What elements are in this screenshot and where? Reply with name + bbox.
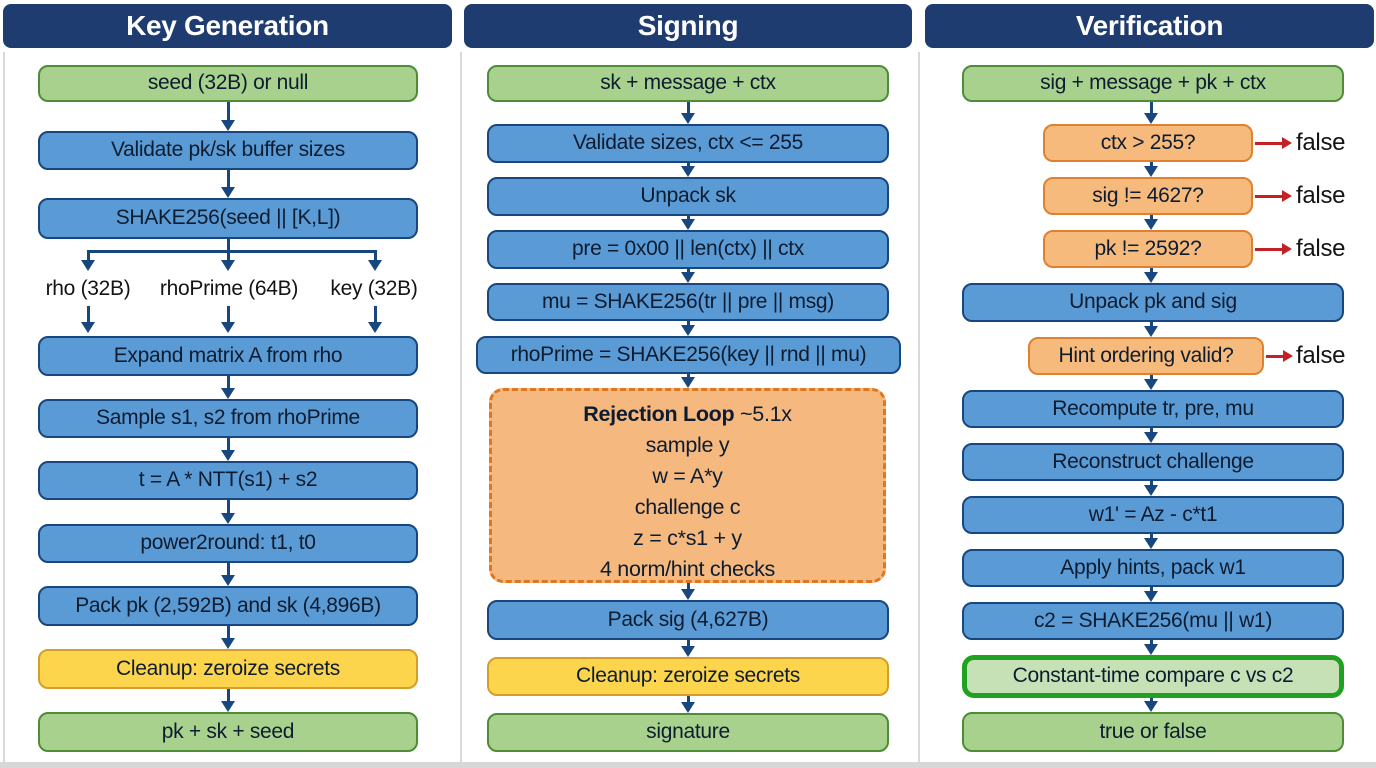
flow-arrow	[1149, 640, 1153, 645]
flow-arrow	[226, 102, 230, 121]
verification-step-w1: w1' = Az - c*t1	[962, 496, 1344, 534]
verification-step-apply-hints: Apply hints, pack w1	[962, 549, 1344, 587]
flow-arrow	[686, 374, 690, 378]
fan-arrow-rhoprime-down	[226, 306, 230, 323]
column-header-key-generation: Key Generation	[3, 4, 452, 48]
flow-arrow	[1149, 481, 1153, 486]
verification-step-unpack: Unpack pk and sig	[962, 283, 1344, 322]
fan-arrow-rho-down	[86, 306, 90, 323]
keygen-input-seed: seed (32B) or null	[38, 65, 418, 102]
false-label: false	[1296, 182, 1346, 209]
flow-arrow	[226, 626, 230, 639]
fan-arrow-rho	[86, 250, 90, 261]
flow-arrow	[1149, 162, 1153, 167]
flow-arrow	[686, 583, 690, 590]
flow-arrow	[1149, 322, 1153, 327]
signing-step-mu: mu = SHAKE256(tr || pre || msg)	[487, 283, 889, 321]
fan-label-rho: rho (32B)	[45, 277, 131, 300]
rejection-loop-line: w = A*y	[652, 464, 723, 488]
false-branch-arrow	[1255, 194, 1283, 198]
flow-arrow	[1149, 534, 1153, 539]
keygen-step-pack-keys: Pack pk (2,592B) and sk (4,896B)	[38, 586, 418, 626]
bottom-strip	[0, 762, 1376, 768]
verification-check-hints: Hint ordering valid?	[1028, 337, 1264, 375]
flow-arrow	[1149, 215, 1153, 220]
flow-arrow	[686, 163, 690, 167]
rejection-loop-line: challenge c	[634, 495, 741, 519]
verification-check-ctx: ctx > 255?	[1043, 124, 1253, 162]
keygen-step-validate-buffers: Validate pk/sk buffer sizes	[38, 131, 418, 170]
signing-step-pre: pre = 0x00 || len(ctx) || ctx	[487, 230, 889, 269]
keygen-output: pk + sk + seed	[38, 712, 418, 752]
fan-arrow-rhoprime	[226, 250, 230, 261]
flow-arrow	[226, 563, 230, 576]
signing-step-validate: Validate sizes, ctx <= 255	[487, 124, 889, 163]
fan-label-key: key (32B)	[330, 277, 418, 300]
flow-arrow	[686, 696, 690, 703]
rejection-loop-line: z = c*s1 + y	[633, 526, 742, 550]
false-branch-arrow	[1255, 247, 1283, 251]
flow-arrow	[1149, 428, 1153, 433]
column-header-verification: Verification	[925, 4, 1374, 48]
keygen-step-sample-s1-s2: Sample s1, s2 from rhoPrime	[38, 399, 418, 438]
rejection-loop-title-line: Rejection Loop ~5.1x	[583, 399, 792, 430]
verification-step-recompute: Recompute tr, pre, mu	[962, 390, 1344, 428]
verification-input: sig + message + pk + ctx	[962, 65, 1344, 102]
signing-step-pack-sig: Pack sig (4,627B)	[487, 600, 889, 640]
signing-input: sk + message + ctx	[487, 65, 889, 102]
verification-step-c2: c2 = SHAKE256(mu || w1)	[962, 602, 1344, 640]
verification-step-compare: Constant-time compare c vs c2	[962, 655, 1344, 698]
verification-step-reconstruct: Reconstruct challenge	[962, 443, 1344, 481]
false-label: false	[1296, 129, 1346, 156]
fan-arrow-key-down	[373, 306, 377, 323]
false-branch-arrow	[1266, 354, 1284, 358]
rejection-loop-rate: ~5.1x	[740, 402, 792, 426]
rejection-loop-line: sample y	[645, 433, 730, 457]
flow-arrow	[1149, 587, 1153, 592]
column-separator-2	[918, 52, 920, 762]
false-label: false	[1296, 342, 1346, 369]
flow-arrow	[226, 500, 230, 514]
flow-arrow	[686, 321, 690, 326]
flow-arrow	[686, 269, 690, 273]
fan-out-crossbar	[86, 250, 377, 253]
left-edge-separator	[3, 52, 5, 762]
column-header-signing: Signing	[464, 4, 912, 48]
flow-arrow	[226, 170, 230, 188]
false-branch-arrow	[1255, 141, 1283, 145]
verification-check-sig-size: sig != 4627?	[1043, 177, 1253, 215]
rejection-loop-title: Rejection Loop	[583, 402, 741, 426]
signing-step-unpack-sk: Unpack sk	[487, 177, 889, 216]
signing-step-rhoprime: rhoPrime = SHAKE256(key || rnd || mu)	[476, 336, 901, 374]
flow-arrow	[226, 376, 230, 389]
flow-arrow	[226, 689, 230, 702]
keygen-step-shake256: SHAKE256(seed || [K,L])	[38, 198, 418, 239]
flow-arrow	[1149, 102, 1153, 114]
column-separator-1	[460, 52, 462, 762]
verification-output: true or false	[962, 712, 1344, 752]
fan-label-rhoprime: rhoPrime (64B)	[159, 277, 299, 300]
fan-out-stem	[226, 239, 230, 252]
fan-arrow-key	[373, 250, 377, 261]
flow-arrow	[1149, 375, 1153, 380]
signing-rejection-loop: Rejection Loop ~5.1x sample y w = A*y ch…	[489, 388, 886, 583]
keygen-step-expand-matrix: Expand matrix A from rho	[38, 336, 418, 376]
flow-arrow	[686, 102, 690, 114]
signing-output: signature	[487, 713, 889, 752]
flow-arrow	[686, 216, 690, 220]
flow-arrow	[1149, 698, 1153, 702]
signing-step-cleanup: Cleanup: zeroize secrets	[487, 657, 889, 696]
keygen-step-power2round: power2round: t1, t0	[38, 524, 418, 563]
verification-check-pk-size: pk != 2592?	[1043, 230, 1253, 268]
false-label: false	[1296, 235, 1346, 262]
flow-arrow	[686, 640, 690, 647]
flow-arrow	[226, 438, 230, 451]
flow-arrow	[1149, 268, 1153, 273]
keygen-step-ntt: t = A * NTT(s1) + s2	[38, 461, 418, 500]
rejection-loop-line: 4 norm/hint checks	[599, 557, 776, 581]
keygen-step-cleanup: Cleanup: zeroize secrets	[38, 649, 418, 689]
